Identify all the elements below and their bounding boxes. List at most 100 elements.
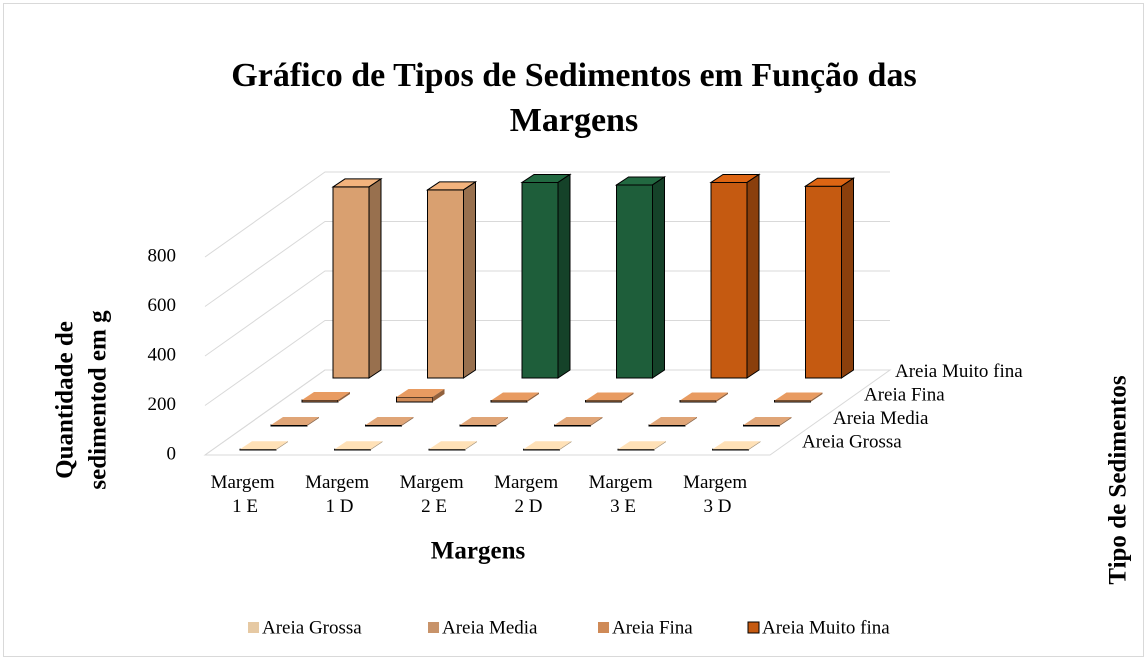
bar-top [491, 392, 539, 401]
bar [743, 424, 780, 427]
grid-line [204, 221, 890, 307]
bar [521, 181, 559, 379]
series-label: Areia Muito fina [895, 361, 1023, 382]
bar-3d [743, 417, 792, 427]
x-tick-label-line: Margem [683, 472, 752, 493]
bar-side [716, 392, 728, 402]
bar [648, 424, 686, 427]
bar-top [774, 392, 823, 401]
bar-side [465, 441, 477, 450]
bar-side [527, 392, 539, 402]
bar-side [590, 417, 603, 426]
x-tick-label-line: 2 D [515, 496, 543, 517]
bar-3d [365, 417, 414, 427]
y-axis-title: sedimentod em g [85, 310, 112, 490]
series-label: Areia Fina [864, 384, 945, 405]
grid-line [204, 171, 890, 258]
bar-side [841, 177, 854, 379]
x-tick-label-line: Margem [211, 472, 280, 493]
bar [523, 448, 560, 451]
bar-top [585, 392, 634, 401]
bar-side [307, 417, 319, 426]
bar [428, 448, 466, 451]
bar-top [649, 417, 697, 426]
y-tick-label: 800 [148, 245, 177, 266]
bar-3d [614, 176, 667, 379]
bar [365, 424, 402, 427]
bar-3d [331, 177, 383, 379]
bar-3d [774, 392, 823, 403]
bar-3d [396, 389, 445, 403]
bar-3d [617, 441, 666, 451]
x-axis-title: Margens [431, 538, 526, 565]
bar-top [680, 392, 728, 401]
bar-top [240, 441, 288, 450]
y-tick-label: 0 [167, 443, 177, 464]
bar-side [463, 180, 476, 379]
bar [617, 448, 655, 451]
bar-3d [520, 173, 572, 379]
bar-top [618, 441, 666, 450]
chart-title: Gráfico de Tipos de Sedimentos em Função… [231, 57, 916, 94]
bar-3d [239, 441, 288, 451]
x-tick-label-line: 1 D [326, 496, 354, 517]
chart-title: Margens [510, 102, 638, 139]
bar [805, 185, 842, 379]
bar-3d [523, 441, 572, 451]
bar-3d [648, 417, 697, 427]
bar-top [396, 389, 445, 398]
bar-side [621, 392, 634, 402]
bar-side [370, 441, 383, 450]
legend-swatch [598, 622, 609, 633]
bar-top [365, 417, 414, 426]
bar-side [338, 392, 350, 402]
bar [585, 400, 622, 403]
bar [270, 424, 308, 427]
bar [334, 448, 371, 451]
legend-label: Areia Fina [612, 617, 693, 638]
grid-line [204, 320, 890, 406]
bar-3d [554, 417, 603, 427]
bar-top [429, 441, 477, 450]
bar-side [401, 417, 414, 426]
bar [774, 400, 811, 403]
bar-3d [334, 441, 383, 451]
bar-top [334, 441, 383, 450]
bar-top [302, 392, 350, 401]
bar-3d [585, 392, 634, 403]
bar-top [271, 417, 319, 426]
x-tick-label: Margem 1 E [211, 472, 280, 517]
z-axis-title: Tipo de Sedimentos [1105, 375, 1132, 585]
bar-side [432, 389, 445, 402]
bar [239, 448, 277, 451]
bar-3d [459, 417, 508, 427]
chart-border [3, 3, 1144, 657]
bar-3d [425, 180, 478, 379]
legend-swatch [428, 622, 439, 633]
x-tick-label: Margem 3 E [589, 472, 658, 517]
bar-side [779, 417, 792, 426]
y-tick-label: 600 [148, 295, 177, 316]
bar [710, 181, 748, 379]
y-tick-label: 400 [148, 344, 177, 365]
legend-label: Areia Media [442, 617, 538, 638]
legend-label: Areia Muito fina [762, 617, 890, 638]
y-axis-title: Quantidade de [52, 321, 79, 479]
bar [459, 424, 497, 427]
bar-side [559, 441, 572, 450]
bar-top [554, 417, 603, 426]
bar-3d [301, 392, 350, 403]
x-tick-label: Margem 1 D [305, 472, 374, 517]
grid-line [204, 369, 890, 456]
bar-3d [712, 441, 761, 451]
bar-side [276, 441, 288, 450]
x-tick-label-line: Margem [400, 472, 469, 493]
bar-3d [270, 417, 319, 427]
bar [679, 400, 717, 403]
bar [490, 400, 528, 403]
bar [427, 189, 464, 379]
bar-3d [803, 177, 856, 379]
legend-swatch [248, 622, 259, 633]
bar [396, 396, 433, 403]
